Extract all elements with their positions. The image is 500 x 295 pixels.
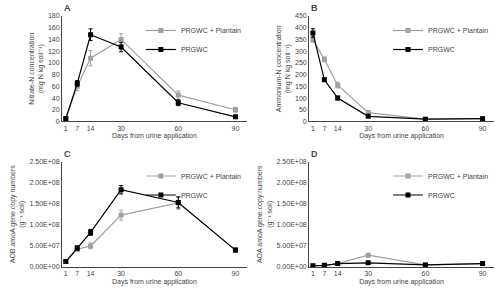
- svg-text:14: 14: [87, 125, 95, 132]
- svg-text:Days from urine application: Days from urine application: [112, 132, 197, 140]
- svg-text:1.00E+08: 1.00E+08: [277, 221, 307, 228]
- svg-text:Days from urine application: Days from urine application: [359, 132, 444, 140]
- svg-text:60: 60: [174, 125, 182, 132]
- svg-text:2.50E+08: 2.50E+08: [277, 158, 307, 165]
- svg-text:160: 160: [48, 24, 60, 31]
- svg-text:0: 0: [303, 118, 307, 125]
- svg-text:30: 30: [117, 270, 125, 277]
- svg-text:0.00E+00: 0.00E+00: [29, 263, 59, 270]
- svg-text:AOA amoA gene copy numbers(g⁻¹: AOA amoA gene copy numbers(g⁻¹ soil): [256, 165, 273, 263]
- svg-text:50: 50: [299, 106, 307, 113]
- svg-text:Days from urine application: Days from urine application: [359, 278, 444, 286]
- svg-text:350: 350: [295, 36, 307, 43]
- svg-text:PRGWC + Plantain: PRGWC + Plantain: [181, 27, 241, 34]
- svg-text:Days from urine application: Days from urine application: [112, 278, 197, 286]
- svg-text:PRGWC: PRGWC: [181, 46, 208, 53]
- svg-text:A: A: [64, 3, 71, 13]
- svg-text:1: 1: [64, 270, 68, 277]
- svg-text:7: 7: [322, 125, 326, 132]
- svg-text:180: 180: [48, 12, 60, 19]
- svg-text:1: 1: [311, 270, 315, 277]
- svg-text:PRGWC: PRGWC: [428, 46, 455, 53]
- svg-text:1.50E+08: 1.50E+08: [277, 200, 307, 207]
- svg-text:120: 120: [48, 48, 60, 55]
- svg-text:30: 30: [117, 125, 125, 132]
- svg-text:30: 30: [364, 270, 372, 277]
- svg-text:1: 1: [311, 125, 315, 132]
- svg-text:14: 14: [334, 270, 342, 277]
- svg-text:2.00E+08: 2.00E+08: [277, 179, 307, 186]
- svg-text:5.00E+07: 5.00E+07: [29, 242, 59, 249]
- svg-text:0: 0: [56, 118, 60, 125]
- svg-text:60: 60: [174, 270, 182, 277]
- svg-text:D: D: [311, 149, 318, 159]
- svg-text:C: C: [64, 149, 71, 159]
- svg-text:60: 60: [52, 83, 60, 90]
- svg-text:300: 300: [295, 48, 307, 55]
- svg-text:5.00E+07: 5.00E+07: [277, 242, 307, 249]
- svg-text:1: 1: [64, 125, 68, 132]
- svg-text:60: 60: [421, 270, 429, 277]
- svg-text:AOB amoA gene copy numbers(g⁻¹: AOB amoA gene copy numbers(g⁻¹ soil): [9, 165, 26, 264]
- svg-text:90: 90: [479, 270, 487, 277]
- svg-text:7: 7: [75, 125, 79, 132]
- svg-text:60: 60: [421, 125, 429, 132]
- svg-text:200: 200: [295, 71, 307, 78]
- svg-text:90: 90: [479, 125, 487, 132]
- svg-text:PRGWC + Plantain: PRGWC + Plantain: [181, 173, 241, 180]
- svg-text:Nitrate-N concentration(mg N k: Nitrate-N concentration(mg N kg soil⁻¹): [28, 33, 45, 105]
- svg-text:30: 30: [364, 125, 372, 132]
- svg-text:7: 7: [75, 270, 79, 277]
- svg-text:80: 80: [52, 71, 60, 78]
- svg-text:40: 40: [52, 95, 60, 102]
- svg-text:1.50E+08: 1.50E+08: [29, 200, 59, 207]
- svg-text:B: B: [311, 3, 318, 13]
- svg-text:100: 100: [48, 59, 60, 66]
- svg-text:7: 7: [322, 270, 326, 277]
- svg-text:1.00E+08: 1.00E+08: [29, 221, 59, 228]
- svg-text:140: 140: [48, 36, 60, 43]
- svg-text:Ammonium-N concentration(mg N: Ammonium-N concentration(mg N kg soil⁻¹): [275, 25, 292, 112]
- svg-text:14: 14: [334, 125, 342, 132]
- svg-text:90: 90: [232, 270, 240, 277]
- svg-text:400: 400: [295, 24, 307, 31]
- svg-text:0.00E+00: 0.00E+00: [277, 263, 307, 270]
- svg-text:2.00E+08: 2.00E+08: [29, 179, 59, 186]
- svg-text:PRGWC + Plantain: PRGWC + Plantain: [428, 173, 488, 180]
- svg-text:PRGWC: PRGWC: [428, 192, 455, 199]
- svg-text:250: 250: [295, 59, 307, 66]
- svg-text:150: 150: [295, 83, 307, 90]
- svg-text:90: 90: [232, 125, 240, 132]
- svg-text:100: 100: [295, 95, 307, 102]
- svg-text:20: 20: [52, 106, 60, 113]
- svg-text:14: 14: [87, 270, 95, 277]
- svg-text:2.50E+08: 2.50E+08: [29, 158, 59, 165]
- svg-text:PRGWC + Plantain: PRGWC + Plantain: [428, 27, 488, 34]
- svg-text:450: 450: [295, 12, 307, 19]
- svg-text:PRGWC: PRGWC: [181, 192, 208, 199]
